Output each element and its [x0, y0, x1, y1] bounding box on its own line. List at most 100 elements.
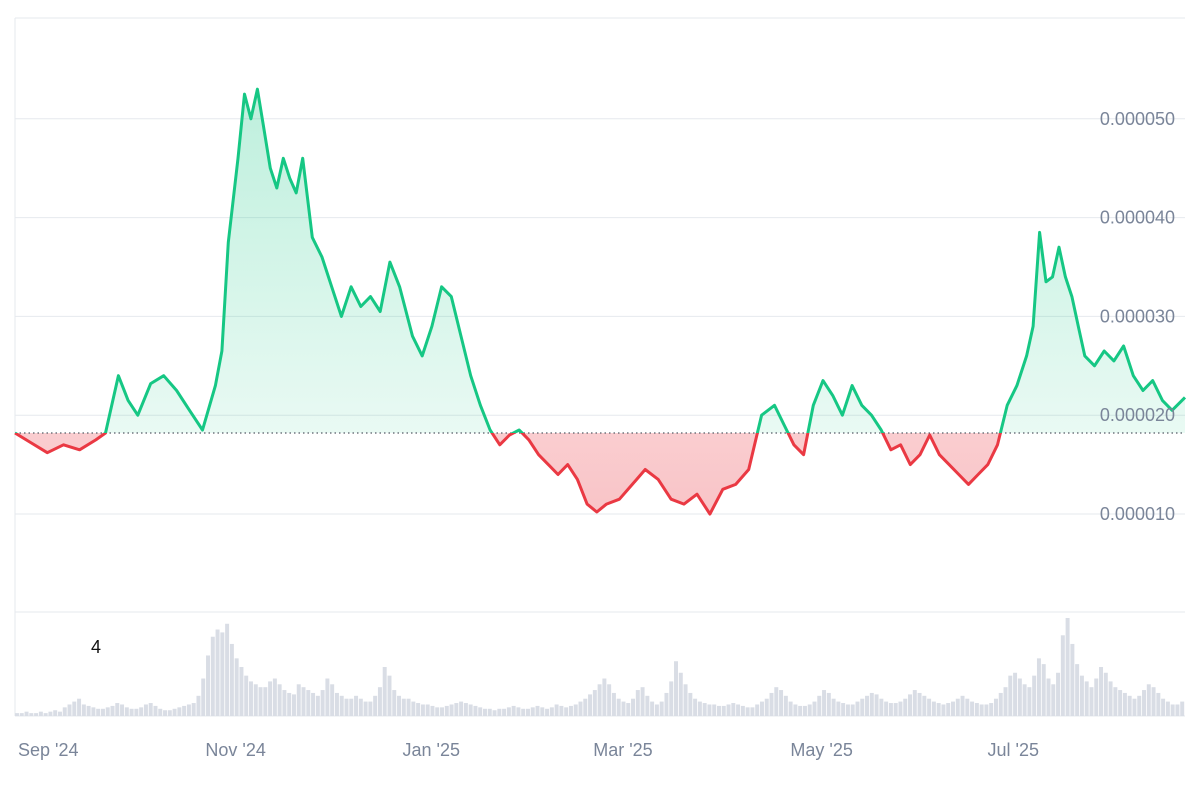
- volume-bar: [554, 704, 559, 716]
- y-tick-label: 0.000020: [1100, 405, 1175, 425]
- volume-bar: [908, 694, 912, 716]
- volume-bar: [922, 695, 927, 716]
- volume-bar: [793, 704, 798, 716]
- y-tick-label: 0.000050: [1100, 109, 1175, 129]
- volume-bar: [1108, 681, 1113, 716]
- volume-bar: [702, 703, 707, 716]
- volume-bar: [225, 623, 230, 716]
- volume-bar: [368, 701, 373, 716]
- volume-bar: [86, 705, 91, 716]
- volume-bar: [148, 703, 153, 716]
- volume-bar: [511, 705, 516, 716]
- volume-bar: [19, 713, 24, 716]
- volume-bar: [1170, 704, 1175, 716]
- volume-bar: [315, 695, 320, 716]
- volume-bar: [120, 704, 125, 716]
- volume-bar: [105, 707, 110, 716]
- volume-bar: [229, 643, 234, 716]
- volume-bar: [993, 698, 998, 716]
- volume-bar: [91, 707, 96, 716]
- volume-bar: [191, 703, 196, 716]
- volume-bar: [1151, 687, 1156, 716]
- volume-bar: [1118, 690, 1123, 716]
- volume-bar: [530, 707, 535, 716]
- volume-bar: [287, 692, 292, 716]
- price-line: [14, 87, 1187, 516]
- volume-bar: [1041, 664, 1046, 716]
- volume-bar: [903, 698, 908, 716]
- volume-bar: [282, 690, 287, 716]
- volume-bar: [1094, 678, 1099, 716]
- volume-bar: [1142, 690, 1146, 716]
- volume-bar: [449, 704, 454, 716]
- volume-bar: [607, 684, 612, 716]
- volume-bar: [602, 678, 607, 716]
- volume-bar: [1132, 698, 1137, 716]
- volume-bar: [697, 701, 702, 716]
- volume-bar: [989, 703, 994, 716]
- volume-bar: [67, 704, 72, 716]
- volume-bar: [965, 698, 970, 716]
- volume-bar: [855, 701, 860, 716]
- volume-bar: [540, 707, 545, 716]
- volume-bar: [860, 698, 865, 716]
- volume-bar: [1075, 664, 1080, 716]
- volume-bar: [769, 692, 774, 716]
- volume-bar: [616, 698, 621, 716]
- volume-bar: [277, 684, 282, 716]
- volume-bar: [344, 698, 349, 716]
- volume-bar: [425, 704, 430, 716]
- volume-bar: [879, 698, 884, 716]
- volume-bar: [1156, 692, 1161, 716]
- volume-bar: [545, 708, 550, 716]
- grid-lines: [14, 17, 1185, 717]
- volume-bar: [1032, 675, 1037, 716]
- volume-bar: [416, 703, 421, 716]
- volume-bar: [850, 704, 855, 716]
- volume-bar: [478, 707, 483, 716]
- volume-bar: [1103, 672, 1108, 716]
- volume-bar: [559, 705, 564, 716]
- volume-bar: [869, 692, 874, 716]
- volume-bar: [239, 667, 244, 716]
- volume-bar: [153, 705, 158, 716]
- volume-bar: [836, 701, 841, 716]
- volume-bar: [139, 707, 144, 716]
- volume-bar: [822, 690, 827, 716]
- volume-bar: [946, 703, 951, 716]
- volume-bar: [578, 701, 583, 716]
- volume-bar: [96, 708, 101, 716]
- volume-bar: [1127, 695, 1132, 716]
- volume-bar: [573, 704, 578, 716]
- volume-bar: [1013, 672, 1018, 716]
- volume-bar: [373, 695, 378, 716]
- volume-bar: [53, 710, 58, 716]
- volume-bar: [583, 698, 588, 716]
- volume-bar: [936, 703, 941, 716]
- volume-bar: [1165, 701, 1170, 716]
- volume-bar: [783, 695, 788, 716]
- volume-bar: [664, 692, 669, 716]
- volume-bar: [659, 701, 664, 716]
- volume-bar: [253, 684, 258, 716]
- volume-bar: [831, 698, 836, 716]
- area-below-baseline: [15, 432, 1185, 514]
- volume-bar: [497, 708, 502, 716]
- volume-bar: [516, 707, 521, 716]
- volume-bar: [1060, 635, 1065, 716]
- volume-bar: [750, 707, 755, 716]
- volume-bar: [57, 711, 62, 716]
- volume-bar: [38, 711, 43, 716]
- volume-bar: [621, 701, 626, 716]
- volume-bar: [865, 695, 870, 716]
- volume-bar: [72, 701, 77, 716]
- volume-bar: [473, 705, 478, 716]
- volume-bar: [974, 703, 979, 716]
- volume-bar: [220, 632, 225, 716]
- volume-bar: [459, 701, 464, 716]
- volume-bar: [1084, 681, 1089, 716]
- volume-bar: [640, 687, 645, 716]
- volume-bar: [812, 701, 817, 716]
- volume-bar: [210, 636, 215, 716]
- volume-bar: [206, 655, 210, 716]
